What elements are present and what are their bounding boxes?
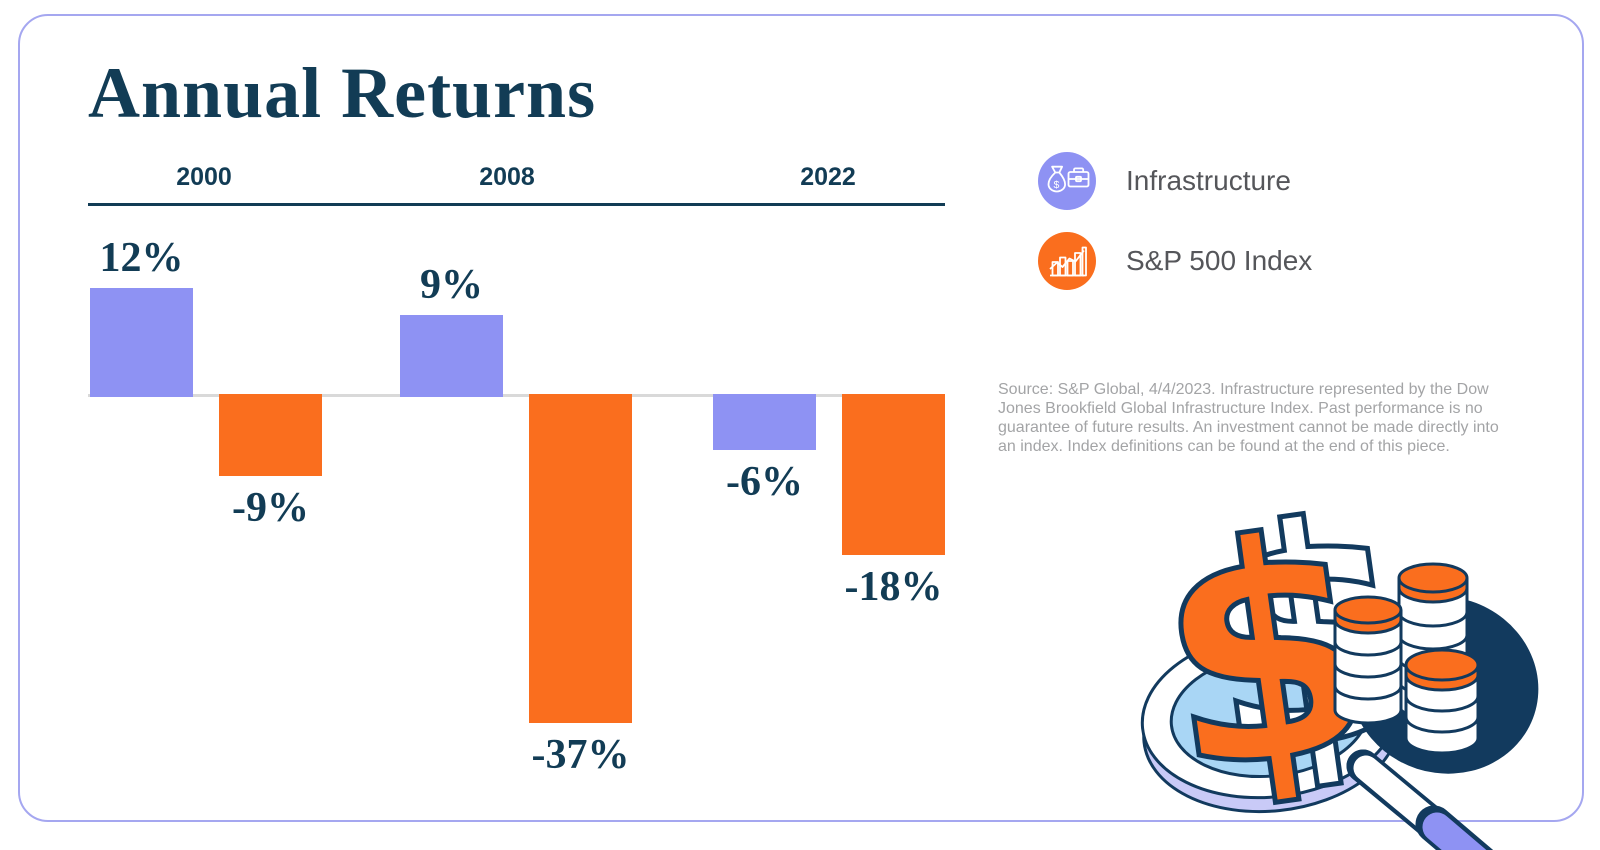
bar-chart-icon: [1038, 232, 1096, 290]
svg-text:$: $: [1054, 179, 1060, 191]
money-bag-briefcase-icon: $: [1038, 152, 1096, 210]
svg-text:$: $: [1139, 467, 1394, 842]
chart-header-line: [88, 203, 945, 206]
bar-2000-sp500: [219, 394, 322, 476]
page-title: Annual Returns: [88, 53, 597, 133]
coin-stack-left: [1333, 595, 1403, 725]
bar-value-label: -18%: [844, 564, 943, 610]
coin-stack-front: [1404, 648, 1480, 755]
bar-2008-infrastructure: [400, 315, 503, 397]
year-label-2022: 2022: [800, 163, 856, 191]
bar-2022-infrastructure: [713, 394, 816, 450]
bar-2008-sp500: [529, 394, 632, 723]
year-label-2008: 2008: [479, 163, 535, 191]
bar-value-label: -37%: [531, 732, 630, 778]
dollar-sign: $ $: [1136, 449, 1438, 845]
bar-value-label: -6%: [726, 459, 803, 505]
year-label-2000: 2000: [176, 163, 232, 191]
source-note: Source: S&P Global, 4/4/2023. Infrastruc…: [998, 381, 1499, 455]
bar-2022-sp500: [842, 394, 945, 555]
bar-value-label: 12%: [99, 235, 184, 281]
chart-legend: $ Infrastructure S&P 500 Index: [1038, 152, 1312, 312]
legend-label: Infrastructure: [1126, 165, 1291, 196]
bar-value-label: 9%: [420, 262, 483, 308]
chart-zero-line: [88, 394, 945, 397]
bar-value-label: -9%: [232, 485, 309, 531]
bar-2000-infrastructure: [90, 288, 193, 397]
legend-item-infrastructure: $ Infrastructure: [1038, 152, 1312, 210]
legend-label: S&P 500 Index: [1126, 245, 1313, 276]
dollar-magnifier-coins-illustration: $ $: [1136, 449, 1539, 850]
legend-item-sp500: S&P 500 Index: [1038, 232, 1312, 290]
